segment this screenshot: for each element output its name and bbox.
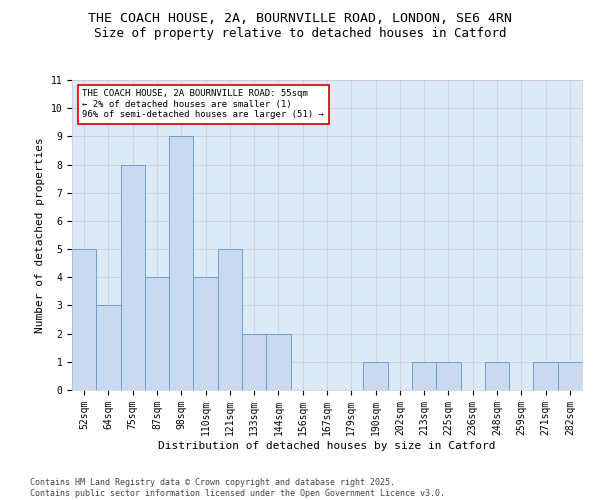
Bar — [96, 306, 121, 390]
Y-axis label: Number of detached properties: Number of detached properties — [35, 137, 45, 333]
Bar — [485, 362, 509, 390]
Bar — [436, 362, 461, 390]
Bar — [266, 334, 290, 390]
Bar — [218, 249, 242, 390]
Bar — [364, 362, 388, 390]
Text: THE COACH HOUSE, 2A BOURNVILLE ROAD: 55sqm
← 2% of detached houses are smaller (: THE COACH HOUSE, 2A BOURNVILLE ROAD: 55s… — [82, 90, 324, 119]
Bar — [72, 249, 96, 390]
Bar — [533, 362, 558, 390]
Bar — [558, 362, 582, 390]
Bar — [412, 362, 436, 390]
Bar — [242, 334, 266, 390]
Bar — [121, 164, 145, 390]
Bar — [193, 278, 218, 390]
Text: Contains HM Land Registry data © Crown copyright and database right 2025.
Contai: Contains HM Land Registry data © Crown c… — [30, 478, 445, 498]
Text: Size of property relative to detached houses in Catford: Size of property relative to detached ho… — [94, 28, 506, 40]
Bar — [145, 278, 169, 390]
Bar — [169, 136, 193, 390]
X-axis label: Distribution of detached houses by size in Catford: Distribution of detached houses by size … — [158, 440, 496, 450]
Text: THE COACH HOUSE, 2A, BOURNVILLE ROAD, LONDON, SE6 4RN: THE COACH HOUSE, 2A, BOURNVILLE ROAD, LO… — [88, 12, 512, 26]
